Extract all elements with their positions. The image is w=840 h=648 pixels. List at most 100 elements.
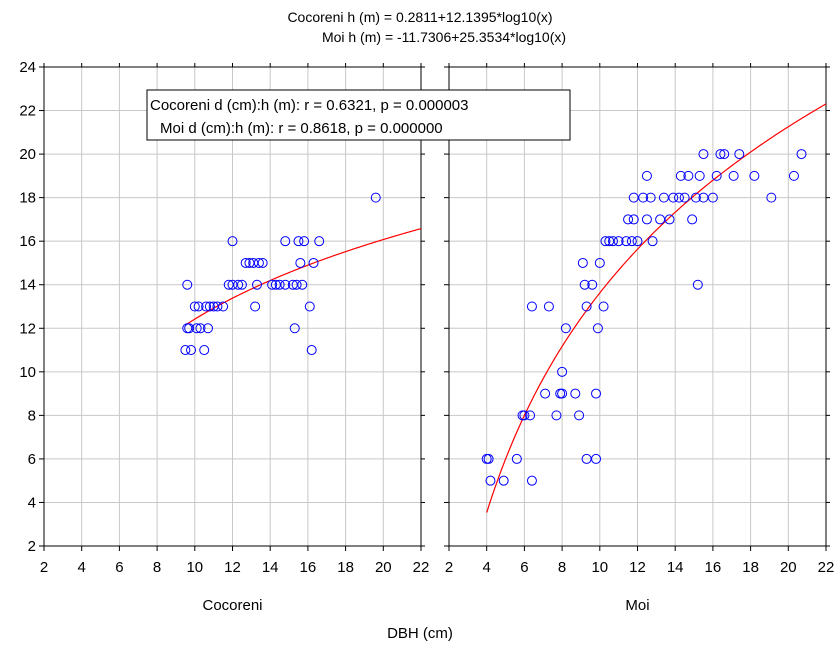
data-point-moi [570, 388, 581, 399]
data-point-cocoreni [180, 345, 191, 356]
x-tick-label: 8 [153, 559, 161, 576]
x-tick-label: 12 [629, 559, 646, 576]
y-tick-label: 2 [28, 538, 36, 555]
data-point-moi [526, 475, 537, 486]
data-point-moi [690, 192, 701, 203]
x-tick-label: 20 [375, 559, 392, 576]
data-point-moi [485, 475, 496, 486]
data-point-cocoreni [306, 345, 317, 356]
y-tick-label: 4 [28, 494, 36, 511]
data-point-moi [623, 214, 634, 225]
y-tick-label: 22 [19, 103, 36, 120]
panel-label-moi: Moi [625, 597, 649, 614]
data-point-moi [719, 149, 730, 160]
data-point-cocoreni [291, 279, 302, 290]
y-tick-label: 12 [19, 320, 36, 337]
data-point-moi [526, 301, 537, 312]
data-point-cocoreni [267, 279, 278, 290]
data-point-moi [525, 410, 536, 421]
data-point-cocoreni [293, 236, 304, 247]
data-point-moi [673, 192, 684, 203]
data-point-moi [692, 279, 703, 290]
x-tick-label: 14 [667, 559, 684, 576]
data-point-cocoreni [370, 192, 381, 203]
data-point-moi [698, 149, 709, 160]
data-point-moi [788, 170, 799, 181]
data-point-cocoreni [289, 323, 300, 334]
data-point-moi [645, 192, 656, 203]
data-point-moi [766, 192, 777, 203]
data-point-cocoreni [195, 323, 206, 334]
data-point-moi [679, 192, 690, 203]
x-tick-label: 4 [78, 559, 86, 576]
legend-box [146, 89, 571, 141]
data-point-moi [579, 279, 590, 290]
data-point-moi [587, 279, 598, 290]
data-point-moi [581, 301, 592, 312]
x-tick-label: 20 [780, 559, 797, 576]
fit-curve-moi [486, 103, 827, 513]
data-point-moi [647, 236, 658, 247]
x-tick-label: 16 [705, 559, 722, 576]
data-point-moi [551, 410, 562, 421]
data-point-moi [628, 214, 639, 225]
data-point-moi [557, 388, 568, 399]
data-point-moi [607, 236, 618, 247]
data-point-cocoreni [184, 323, 195, 334]
y-tick-label: 14 [19, 277, 36, 294]
x-tick-label: 14 [262, 559, 279, 576]
x-tick-label: 12 [224, 559, 241, 576]
x-tick-label: 10 [186, 559, 203, 576]
y-tick-label: 8 [28, 407, 36, 424]
data-point-cocoreni [297, 279, 308, 290]
data-point-moi [655, 214, 666, 225]
data-point-cocoreni [304, 301, 315, 312]
data-point-moi [734, 149, 745, 160]
chart-title-line-2: Moi h (m) = -11.7306+25.3534*log10(x) [322, 29, 566, 45]
data-point-moi [555, 388, 566, 399]
data-point-cocoreni [193, 301, 204, 312]
data-point-cocoreni [218, 301, 229, 312]
x-tick-label: 4 [483, 559, 491, 576]
data-point-cocoreni [295, 257, 306, 268]
data-point-cocoreni [189, 301, 200, 312]
x-tick-label: 10 [591, 559, 608, 576]
data-point-moi [591, 453, 602, 464]
data-point-moi [498, 475, 509, 486]
data-point-moi [675, 170, 686, 181]
y-tick-label: 20 [19, 146, 36, 163]
data-point-cocoreni [280, 236, 291, 247]
data-point-moi [600, 236, 611, 247]
data-point-moi [598, 301, 609, 312]
y-tick-label: 10 [19, 364, 36, 381]
data-point-moi [711, 170, 722, 181]
x-tick-label: 6 [520, 559, 528, 576]
data-point-moi [511, 453, 522, 464]
data-point-cocoreni [299, 236, 310, 247]
data-point-moi [540, 388, 551, 399]
data-point-moi [613, 236, 624, 247]
data-point-cocoreni [191, 323, 202, 334]
data-point-moi [668, 192, 679, 203]
x-tick-label: 18 [337, 559, 354, 576]
y-tick-label: 16 [19, 233, 36, 250]
data-point-cocoreni [308, 257, 319, 268]
data-point-moi [594, 257, 605, 268]
data-point-moi [715, 149, 726, 160]
data-point-cocoreni [250, 301, 261, 312]
x-tick-label: 22 [413, 559, 430, 576]
data-point-moi [683, 170, 694, 181]
x-tick-label: 2 [40, 559, 48, 576]
data-point-cocoreni [240, 257, 251, 268]
data-point-cocoreni [236, 279, 247, 290]
x-tick-label: 6 [115, 559, 123, 576]
data-point-moi [728, 170, 739, 181]
data-point-cocoreni [233, 279, 244, 290]
data-point-moi [749, 170, 760, 181]
data-point-moi [574, 410, 585, 421]
x-tick-label: 16 [300, 559, 317, 576]
data-point-cocoreni [212, 301, 223, 312]
legend-line-moi: Moi d (cm):h (m): r = 0.8618, p = 0.0000… [160, 120, 443, 137]
